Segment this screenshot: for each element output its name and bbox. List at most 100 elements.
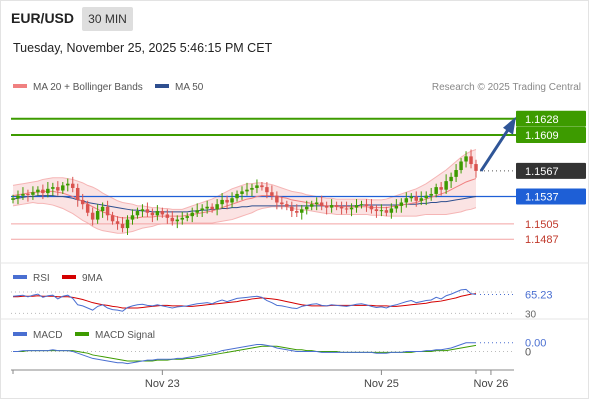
candle-body [295, 211, 299, 213]
candle-body [120, 223, 125, 229]
level-label-1.1487: 1.1487 [525, 234, 559, 246]
candle-body [175, 219, 180, 222]
candle-body [165, 214, 170, 218]
candle-body [290, 206, 294, 212]
forecast-arrow-shaft [479, 128, 510, 172]
candle-body [135, 211, 140, 216]
candle-body [100, 206, 105, 212]
bollinger-fill [13, 149, 476, 234]
legend-label-macd-signal: MACD Signal [95, 330, 155, 341]
candle-body [21, 193, 25, 196]
x-axis-ticks: Nov 23 Nov 25 Nov 26 [12, 370, 508, 390]
legend-label-9ma: 9MA [82, 273, 103, 284]
candle-body [324, 205, 329, 208]
symbol-title: EUR/USD [11, 10, 75, 26]
candle-body [275, 195, 279, 203]
candle-body [225, 199, 229, 203]
candle-body [449, 176, 453, 182]
candle-body [170, 217, 175, 222]
candle-body [359, 204, 364, 206]
candle-body [409, 196, 414, 199]
candle-body [374, 209, 379, 212]
candle-body [424, 195, 428, 199]
candle-body [394, 205, 399, 209]
legend-swatch-ma20 [13, 84, 27, 88]
bollinger-lower [12, 201, 477, 234]
level-tag-1.1567 [516, 162, 586, 179]
candle-body [240, 191, 244, 194]
candle-body [95, 211, 100, 220]
candle-body [419, 198, 423, 201]
level-label-1.1505: 1.1505 [525, 219, 559, 231]
candle-body [459, 161, 463, 171]
candle-body [354, 205, 359, 208]
candle-body [334, 205, 339, 207]
level-labels: 1.1628 1.1609 1.1567 1.1537 1.1505 1.1487 [516, 110, 586, 246]
bollinger-upper [12, 149, 477, 210]
level-label-1.1628: 1.1628 [525, 114, 559, 126]
bollinger-band [12, 149, 477, 234]
candle-body [414, 196, 419, 201]
level-label-1.1609: 1.1609 [525, 130, 559, 142]
level-tag-1.1609 [516, 127, 586, 144]
candle-body [200, 208, 204, 211]
candle-body [260, 185, 264, 188]
candle-body [304, 206, 309, 210]
candle-body [474, 164, 478, 171]
candle-body [110, 215, 115, 222]
macd-line [13, 342, 476, 365]
candle-body [215, 204, 219, 210]
candle-body [300, 209, 304, 213]
legend-label-rsi: RSI [33, 273, 50, 284]
candle-body [205, 206, 209, 209]
candle-body [429, 193, 433, 196]
macd-current-value: 0.00 [525, 338, 546, 350]
candle-body [180, 217, 185, 220]
candle-body [75, 187, 80, 200]
candle-body [280, 202, 284, 205]
rsi-9ma-line [13, 293, 477, 309]
legend-swatch-rsi [13, 275, 27, 279]
candle-body [250, 187, 254, 190]
candle-body [364, 204, 369, 206]
level-label-1.1567: 1.1567 [525, 166, 559, 178]
candle-body [235, 193, 239, 199]
candle-body [90, 212, 95, 220]
candle-body [195, 210, 199, 213]
legend-label-ma50: MA 50 [175, 82, 204, 93]
candle-body [80, 199, 85, 205]
level-tag-1.1628 [516, 110, 586, 127]
candle-body [404, 198, 409, 203]
rsi-panel: 703065.23 [11, 287, 555, 320]
legend-swatch-macd [13, 332, 27, 336]
candle-body [339, 206, 344, 209]
candles [11, 149, 478, 235]
candle-body [469, 156, 473, 165]
legend-swatch-ma50 [155, 84, 169, 88]
datetime-label: Tuesday, November 25, 2025 5:46:15 PM CE… [13, 41, 273, 55]
candle-body [389, 208, 394, 213]
candle-body [369, 205, 374, 210]
candle-body [125, 219, 130, 229]
candle-body [329, 205, 334, 208]
candle-body [245, 189, 249, 192]
rsi-value-bg [519, 287, 555, 302]
rsi-level-label-30: 30 [525, 309, 537, 320]
rsi-current-value: 65.23 [525, 290, 553, 302]
candle-body [150, 212, 155, 216]
candle-body [384, 210, 389, 213]
candle-body [285, 204, 289, 207]
candle-body [41, 189, 45, 194]
candle-body [56, 187, 60, 191]
candle-body [16, 195, 20, 199]
candle-body [185, 216, 189, 218]
candle-body [344, 208, 349, 210]
timeframe-button[interactable]: 30 MIN [82, 7, 133, 31]
candle-body [230, 198, 234, 203]
candle-body [61, 185, 65, 191]
macd-level-label-0: 0 [525, 346, 531, 358]
x-tick-label: Nov 23 [145, 378, 180, 390]
candle-body [454, 170, 458, 177]
